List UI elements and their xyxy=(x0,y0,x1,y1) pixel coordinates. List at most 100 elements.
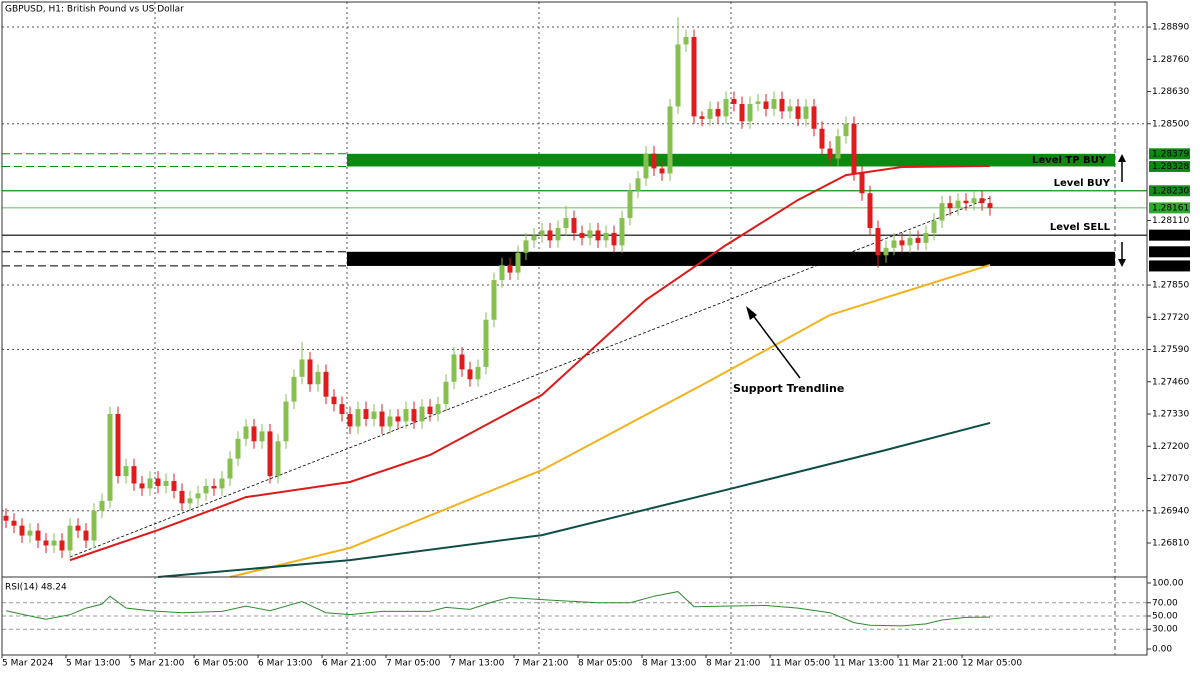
candle-body xyxy=(419,406,425,422)
candle-body xyxy=(219,478,225,489)
x-tick-label: 8 Mar 21:00 xyxy=(706,659,761,669)
rsi-tick-label: 50.00 xyxy=(1152,612,1178,622)
price-label: 1.27927 xyxy=(1152,261,1189,271)
candle-body xyxy=(635,178,641,191)
annotation: Support Trendline xyxy=(733,382,844,395)
candle-body xyxy=(291,376,297,402)
candle-body xyxy=(539,230,545,236)
x-tick-label: 12 Mar 05:00 xyxy=(962,659,1022,669)
candle-body xyxy=(611,232,617,246)
candle-body xyxy=(259,431,265,442)
candle-body xyxy=(907,237,913,246)
level-label: Level BUY xyxy=(1054,178,1111,189)
candle-body xyxy=(859,173,865,194)
candle-body xyxy=(827,148,833,159)
candle-body xyxy=(243,426,249,439)
candle-body xyxy=(803,106,809,119)
x-tick-label: 7 Mar 13:00 xyxy=(450,659,505,669)
candle-body xyxy=(91,510,97,541)
candle-body xyxy=(923,232,929,243)
arrow-head xyxy=(1118,259,1126,267)
candle-body xyxy=(203,485,209,494)
candle-body xyxy=(739,103,745,122)
price-label: 1.28328 xyxy=(1152,162,1189,172)
y-tick-label: 1.28630 xyxy=(1152,87,1189,97)
candle-body xyxy=(691,36,697,117)
x-tick-label: 7 Mar 05:00 xyxy=(386,659,441,669)
x-tick-label: 6 Mar 21:00 xyxy=(322,659,377,669)
y-tick-label: 1.28890 xyxy=(1152,23,1189,33)
candle-body xyxy=(491,280,497,320)
candle-body xyxy=(619,218,625,246)
candle-body xyxy=(75,525,81,531)
candle-body xyxy=(915,237,921,243)
x-tick-label: 5 Mar 13:00 xyxy=(66,659,121,669)
candle-body xyxy=(235,438,241,459)
y-tick-label: 1.28500 xyxy=(1152,119,1189,129)
candle-body xyxy=(131,466,137,484)
candle-body xyxy=(939,203,945,221)
candle-body xyxy=(299,359,305,377)
price-label-box xyxy=(1149,260,1190,272)
price-label-box xyxy=(1149,148,1190,160)
candle-body xyxy=(971,198,977,204)
candle-body xyxy=(387,416,393,427)
candle-body xyxy=(955,200,961,209)
candle-body xyxy=(835,136,841,159)
candle-body xyxy=(275,441,281,477)
candle-body xyxy=(171,481,177,491)
candle-body xyxy=(867,193,873,228)
x-tick-label: 6 Mar 05:00 xyxy=(194,659,249,669)
candle-body xyxy=(515,252,521,273)
candle-body xyxy=(579,232,585,238)
y-tick-label: 1.27460 xyxy=(1152,377,1189,387)
rsi-tick-label: 100.00 xyxy=(1152,579,1184,589)
candle-body xyxy=(563,218,569,228)
candle-body xyxy=(499,265,505,281)
candle-body xyxy=(603,232,609,241)
candle-body xyxy=(731,98,737,104)
candle-body xyxy=(715,108,721,117)
candle-body xyxy=(979,198,985,204)
candle-body xyxy=(371,411,377,419)
y-tick-label: 1.28760 xyxy=(1152,55,1189,65)
candle-body xyxy=(987,203,993,208)
x-tick-label: 8 Mar 13:00 xyxy=(642,659,697,669)
candle-body xyxy=(963,200,969,204)
x-tick-label: 5 Mar 2024 xyxy=(2,659,54,669)
candle-body xyxy=(755,101,761,104)
candle-body xyxy=(483,319,489,367)
candle-body xyxy=(323,371,329,397)
candle-body xyxy=(227,458,233,479)
y-tick-label: 1.27070 xyxy=(1152,474,1189,484)
candle-body xyxy=(659,168,665,174)
candle-body xyxy=(339,404,345,415)
candle-body xyxy=(355,409,361,427)
candle-body xyxy=(875,227,881,256)
price-label: 1.28051 xyxy=(1152,231,1189,241)
candle-body xyxy=(795,106,801,119)
candle-body xyxy=(27,530,33,536)
moving-average xyxy=(69,164,991,562)
candle-body xyxy=(35,530,41,541)
y-tick-label: 1.27720 xyxy=(1152,313,1189,323)
candle-body xyxy=(443,381,449,405)
x-tick-label: 5 Mar 21:00 xyxy=(130,659,185,669)
y-tick-label: 1.27200 xyxy=(1152,442,1189,452)
price-label-box xyxy=(1149,246,1190,258)
candle-body xyxy=(723,98,729,117)
candle-body xyxy=(19,525,25,536)
rsi-tick-label: 30.00 xyxy=(1152,625,1178,635)
candle-body xyxy=(51,540,57,546)
candle-body xyxy=(843,123,849,137)
candle-body xyxy=(395,416,401,422)
price-label-box xyxy=(1149,185,1190,197)
rsi-line xyxy=(5,591,991,627)
x-tick-label: 6 Mar 13:00 xyxy=(258,659,313,669)
candle-body xyxy=(667,106,673,174)
candle-body xyxy=(147,478,153,489)
x-tick-label: 8 Mar 05:00 xyxy=(578,659,633,669)
candle-body xyxy=(595,230,601,241)
candle-body xyxy=(163,481,169,486)
